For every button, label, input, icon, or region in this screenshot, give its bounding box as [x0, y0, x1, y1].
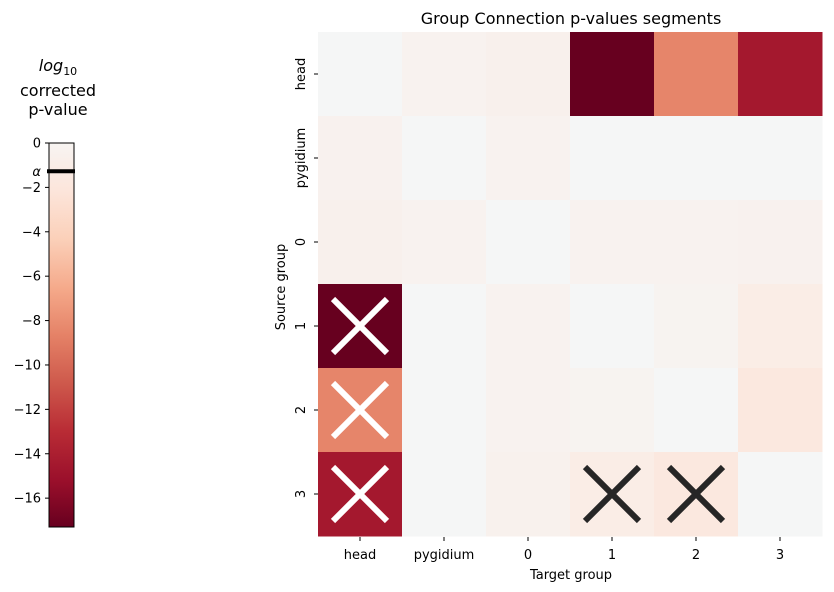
cell-x-mark — [330, 380, 390, 440]
y-tick-label: 2 — [294, 406, 309, 414]
x-tick-label: 1 — [608, 548, 616, 563]
heatmap-cell — [486, 368, 571, 453]
x-tick-labels: head pygidium 0 1 2 3 — [344, 537, 784, 563]
heatmap-cell — [402, 452, 487, 537]
heatmap-cell — [570, 32, 655, 117]
heatmap-cell — [402, 284, 487, 369]
heatmap-cell — [570, 284, 655, 369]
heatmap-cell — [486, 452, 571, 537]
colorbar-tick-label: −12 — [14, 403, 41, 418]
heatmap-cell — [738, 200, 823, 285]
chart-title: Group Connection p-values segments — [421, 9, 722, 28]
cell-marks — [330, 296, 726, 524]
y-tick-label: head — [294, 58, 309, 90]
heatmap-cell — [738, 32, 823, 117]
heatmap-cell — [570, 200, 655, 285]
y-tick-label: pygidium — [294, 128, 309, 189]
heatmap-cell — [738, 368, 823, 453]
heatmap-cell — [654, 116, 739, 201]
heatmap-cell — [486, 200, 571, 285]
colorbar-title-line2: p-value — [28, 100, 88, 120]
heatmap-cell — [570, 116, 655, 201]
colorbar-gradient — [48, 142, 75, 528]
colorbar-title: log10 corrected p-value — [8, 56, 108, 119]
colorbar-title-base: 10 — [63, 65, 78, 79]
alpha-label: α — [32, 165, 41, 180]
heatmap-cell — [402, 200, 487, 285]
colorbar-tick-label: −14 — [14, 447, 41, 462]
heatmap-cells — [318, 32, 823, 537]
heatmap-cell — [486, 32, 571, 117]
cell-x-mark — [666, 464, 726, 524]
heatmap-cell — [402, 32, 487, 117]
heatmap-cell — [402, 116, 487, 201]
x-tick-label: 2 — [692, 548, 700, 563]
colorbar-tick-label: −2 — [22, 181, 41, 196]
heatmap-cell — [738, 116, 823, 201]
colorbar-tick-label: −10 — [14, 358, 41, 373]
colorbar-tick-label: −6 — [22, 270, 41, 285]
x-tick-label: head — [344, 548, 376, 563]
y-tick-label: 0 — [294, 238, 309, 246]
colorbar-title-log: log — [38, 56, 64, 75]
heatmap-cell — [738, 452, 823, 537]
heatmap-cell — [654, 284, 739, 369]
heatmap-cell — [318, 200, 403, 285]
heatmap-cell — [738, 284, 823, 369]
x-tick-label: 0 — [524, 548, 532, 563]
heatmap-cell — [486, 116, 571, 201]
colorbar-tick-label: −8 — [22, 314, 41, 329]
heatmap-cell — [570, 368, 655, 453]
y-tick-labels: head pygidium 0 1 2 3 — [294, 58, 318, 498]
y-tick-label: 3 — [294, 490, 309, 498]
x-tick-label: 3 — [776, 548, 784, 563]
cell-x-mark — [330, 296, 390, 356]
y-axis-label: Source group — [274, 244, 289, 331]
cell-x-mark — [330, 464, 390, 524]
colorbar-title-line1: corrected — [19, 81, 97, 101]
heatmap-cell — [654, 368, 739, 453]
colorbar-tick-label: −4 — [22, 225, 41, 240]
colorbar-tick-label: −16 — [14, 492, 41, 507]
x-tick-label: pygidium — [414, 548, 475, 563]
heatmap-cell — [318, 116, 403, 201]
cell-x-mark — [582, 464, 642, 524]
heatmap-cell — [486, 284, 571, 369]
heatmap-cell — [654, 32, 739, 117]
heatmap-cell — [318, 32, 403, 117]
heatmap-cell — [654, 200, 739, 285]
heatmap-cell — [402, 368, 487, 453]
colorbar: 0 −2 −4 −6 −8 −10 −12 −14 −16 α — [14, 137, 75, 528]
x-axis-label: Target group — [529, 568, 612, 583]
colorbar-tick-label: 0 — [33, 137, 41, 152]
y-tick-label: 1 — [294, 322, 309, 330]
